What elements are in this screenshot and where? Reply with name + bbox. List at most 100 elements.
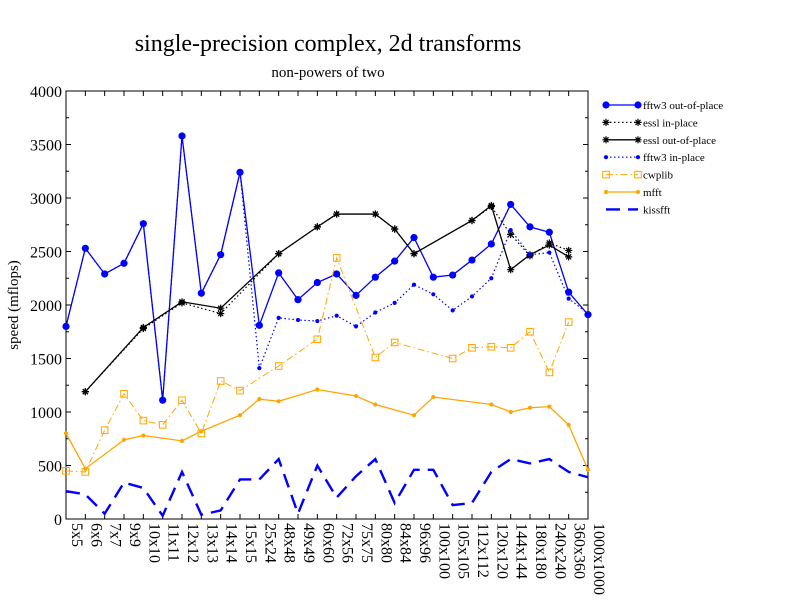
y-tick-label: 500 — [38, 459, 62, 476]
x-tick-label: 48x48 — [281, 523, 298, 563]
legend-label-essl-out-of-place: essl out-of-place — [643, 135, 716, 147]
data-point-fftw3-in-place — [315, 318, 320, 324]
legend: fftw3 out-of-place essl in-place essl out-… — [602, 100, 723, 216]
data-point-cwplib — [236, 386, 244, 395]
legend-marker-fftw3-out-of-place — [634, 101, 642, 109]
x-tick-label: 6x6 — [87, 523, 104, 547]
legend-entry-kissfft: kissfft — [606, 204, 670, 216]
data-point-essl-in-place — [217, 309, 225, 318]
x-tick-label: 9x9 — [126, 523, 143, 547]
legend-marker-mfft — [635, 189, 641, 195]
data-point-essl-out-of-place — [313, 223, 321, 231]
data-point-essl-out-of-place — [391, 225, 399, 233]
data-point-fftw3-in-place — [566, 296, 571, 301]
data-point-cwplib — [526, 327, 534, 336]
data-point-fftw3-in-place — [373, 310, 378, 315]
legend-label-mfft: mfft — [643, 187, 662, 199]
data-point-mfft — [257, 397, 262, 402]
data-point-fftw3-in-place — [431, 292, 436, 297]
data-point-fftw3-in-place — [63, 324, 69, 329]
data-point-fftw3-out-of-place — [507, 200, 515, 209]
axis-ticks: 0 500 1000 1500 2000 2500 3000 3500 4000 5x5 6x6 7x… — [30, 84, 607, 595]
data-point-cwplib — [448, 354, 457, 363]
data-point-cwplib — [139, 416, 148, 425]
x-tick-label: 240x240 — [551, 523, 568, 579]
data-point-essl-out-of-place — [507, 266, 515, 274]
data-point-mfft — [276, 399, 281, 404]
series-line-cwplib — [65, 256, 570, 473]
data-point-fftw3-in-place — [237, 170, 243, 175]
x-tick-label: 112x112 — [474, 523, 491, 578]
data-point-fftw3-out-of-place — [255, 321, 263, 329]
legend-entry-fftw3-in-place: fftw3 in-place — [603, 152, 705, 164]
data-point-fftw3-in-place — [334, 313, 339, 318]
x-tick-label: 360x360 — [571, 523, 588, 579]
data-point-fftw3-in-place — [508, 228, 513, 233]
data-point-mfft — [527, 405, 533, 410]
plot-frame — [65, 90, 589, 520]
data-point-essl-out-of-place — [275, 250, 283, 258]
legend-entry-cwplib: cwplib — [602, 170, 673, 182]
data-point-cwplib — [564, 318, 573, 326]
series-line-fftw3-out-of-place — [65, 135, 589, 401]
x-tick-label: 96x96 — [416, 523, 433, 563]
data-point-fftw3-out-of-place — [410, 233, 418, 242]
x-tick-label: 60x60 — [319, 523, 336, 563]
data-point-fftw3-out-of-place — [294, 296, 302, 304]
y-axis-label: speed (mflops) — [6, 260, 22, 350]
legend-label-fftw3-out-of-place: fftw3 out-of-place — [643, 100, 723, 112]
x-tick-label: 7x7 — [107, 523, 124, 547]
legend-marker-essl-in-place — [602, 118, 610, 126]
data-point-fftw3-out-of-place — [275, 269, 283, 277]
data-point-mfft — [315, 387, 320, 392]
data-point-fftw3-in-place — [199, 291, 204, 296]
y-tick-label: 1000 — [30, 405, 62, 422]
data-point-cwplib — [216, 377, 225, 385]
data-point-mfft — [179, 438, 185, 443]
data-point-fftw3-in-place — [527, 252, 533, 257]
legend-label-essl-in-place: essl in-place — [643, 117, 698, 129]
data-point-cwplib — [545, 368, 554, 377]
data-point-essl-out-of-place — [545, 241, 553, 249]
data-point-essl-out-of-place — [217, 304, 225, 312]
data-point-fftw3-in-place — [547, 250, 552, 255]
series-line-essl-out-of-place — [84, 204, 570, 393]
x-tick-label: 14x14 — [223, 523, 240, 563]
series-line-kissfft — [65, 456, 589, 519]
series-fftw3-in-place — [63, 133, 591, 403]
legend-marker-essl-out-of-place — [602, 136, 610, 144]
x-tick-label: 75x75 — [358, 523, 375, 563]
chart-title: single-precision complex, 2d transforms — [135, 31, 522, 57]
data-point-fftw3-in-place — [218, 252, 223, 257]
data-point-cwplib — [120, 390, 128, 398]
series-layer — [62, 132, 592, 519]
legend-label-cwplib: cwplib — [643, 170, 673, 182]
data-point-cwplib — [468, 344, 476, 352]
x-tick-label: 12x12 — [184, 523, 201, 563]
data-point-fftw3-in-place — [121, 261, 127, 266]
data-point-essl-out-of-place — [468, 216, 476, 225]
data-point-cwplib — [274, 362, 283, 370]
legend-label-fftw3-in-place: fftw3 in-place — [643, 152, 705, 164]
data-point-mfft — [547, 404, 552, 409]
data-point-cwplib — [158, 421, 167, 429]
data-point-mfft — [489, 402, 494, 407]
data-point-cwplib — [506, 344, 515, 352]
data-point-essl-out-of-place — [410, 250, 418, 258]
data-point-fftw3-in-place — [585, 311, 591, 316]
data-point-cwplib — [371, 353, 380, 362]
data-point-fftw3-out-of-place — [526, 223, 534, 231]
series-mfft — [63, 387, 591, 472]
data-point-mfft — [411, 413, 417, 418]
data-point-fftw3-out-of-place — [545, 228, 553, 236]
data-point-fftw3-in-place — [141, 221, 146, 226]
data-point-essl-in-place — [565, 246, 573, 255]
data-point-mfft — [373, 402, 378, 407]
data-point-cwplib — [313, 335, 322, 344]
data-point-fftw3-in-place — [411, 282, 417, 287]
x-tick-label: 84x84 — [397, 523, 414, 563]
data-point-mfft — [199, 429, 204, 434]
legend-marker-mfft — [603, 189, 609, 195]
data-point-fftw3-out-of-place — [449, 271, 457, 279]
data-point-fftw3-in-place — [83, 246, 88, 251]
